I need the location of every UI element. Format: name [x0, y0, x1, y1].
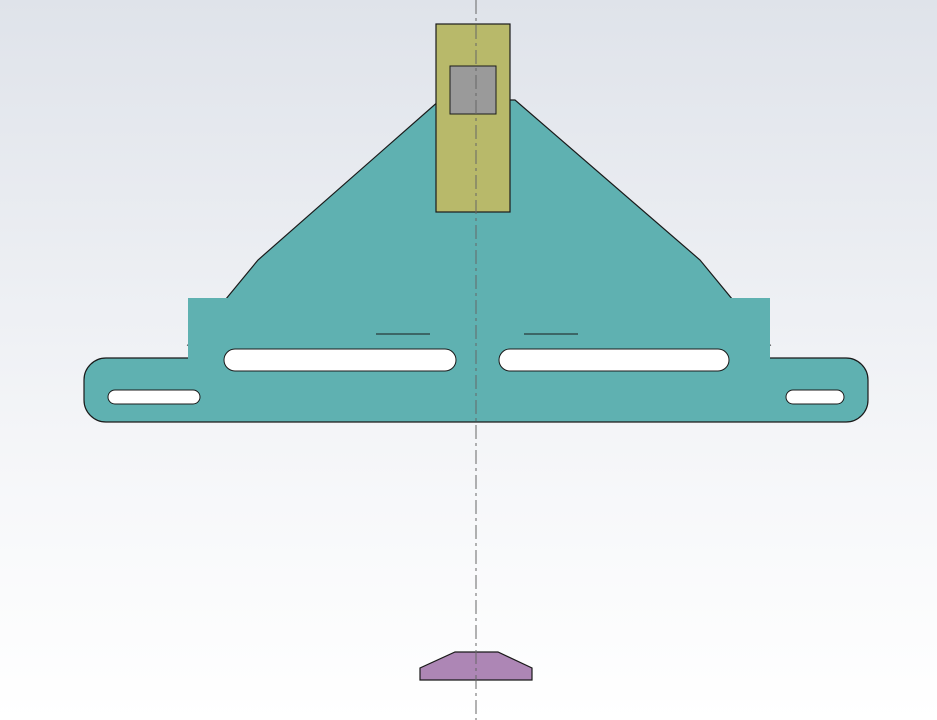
- top-screw-block[interactable]: [435, 23, 511, 213]
- slot-left: [223, 348, 457, 372]
- slot-right: [498, 348, 730, 372]
- slot-outer-right: [785, 389, 845, 405]
- base-foot[interactable]: [419, 651, 533, 681]
- slot-outer-left: [107, 389, 201, 405]
- base-plate[interactable]: [83, 99, 869, 423]
